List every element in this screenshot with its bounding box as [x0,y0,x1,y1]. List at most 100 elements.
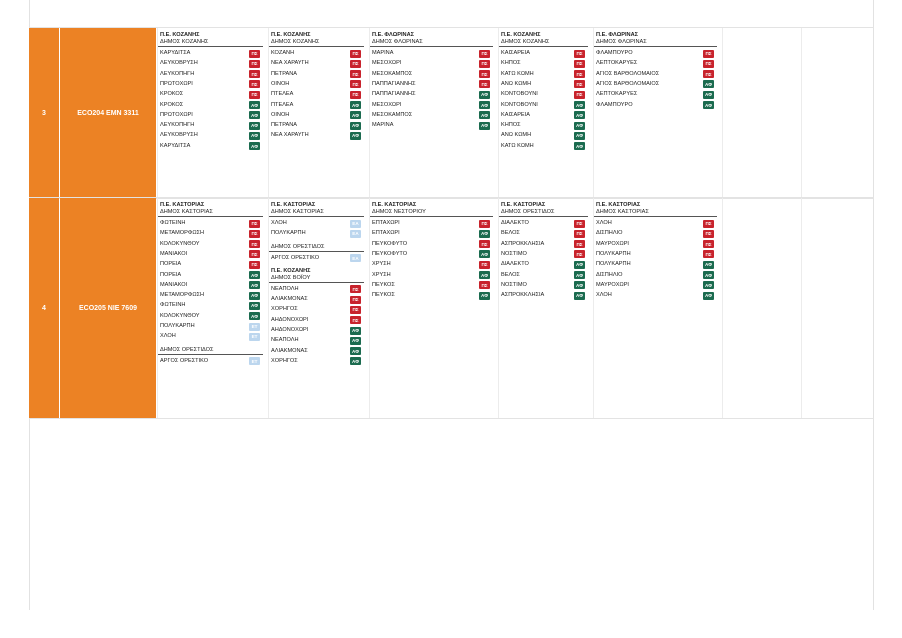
status-badge: ΑΦ [479,111,490,120]
municipality-label: ΔΗΜΟΣ ΚΑΣΤΟΡΙΑΣ [594,209,717,217]
village-name: ΠΤΕΛΕΑ [271,101,294,108]
status-badge: ΑΦ [703,271,714,279]
village-name: ΜΕΤΑΜΟΡΦΩΣΗ [160,292,205,299]
village-name: ΜΕΣΟΧΩΡΙ [372,101,402,108]
status-badge: ΑΦ [350,101,361,109]
village-name: ΜΑΝΙΑΚΟΙ [160,250,188,257]
village-name: ΧΟΡΗΓΟΣ [271,357,298,364]
location-group: Π.Ε. ΚΟΖΑΝΗΣ ΔΗΜΟΣ ΚΟΖΑΝΗΣ ΚΟΖΑΝΗ ΠΣ ΝΕΑ ΧΑΡ… [268,28,370,198]
village-name: ΟΙΝΟΗ [271,111,290,118]
village-name: ΚΟΝΤΟΒΟΥΝΙ [501,101,538,108]
status-badge: ΠΣ [350,70,361,79]
village-name: ΜΑΡΙΝΑ [372,122,394,129]
status-badge: ΑΦ [249,281,260,290]
status-badge: ΠΣ [574,80,585,89]
village-name: ΧΛΟΗ [596,292,612,299]
village-name: ΧΛΟΗ [160,333,176,340]
schedule-table: 3 ECO204 EMN 3311 Π.Ε. ΚΟΖΑΝΗΣ ΔΗΜΟΣ ΚΟΖΑΝΗ… [29,0,874,638]
village-name: ΔΙΑΛΕΚΤΟ [501,220,529,226]
regional-unit-label: Π.Ε. ΚΟΖΑΝΗΣ [160,32,200,38]
status-badge: ΠΣ [350,316,361,325]
status-badge: ΑΦ [350,121,361,130]
status-badge: ΠΣ [703,49,714,58]
status-badge: ΠΣ [249,240,260,249]
status-badge: ΑΦ [574,271,585,279]
status-badge: ΑΦ [350,111,361,120]
empty-column [801,28,802,198]
status-badge: ΠΣ [479,59,490,68]
regional-unit-label: Π.Ε. ΚΑΣΤΟΡΙΑΣ [271,202,316,208]
status-badge: ΠΣ [249,49,260,58]
village-name: ΑΡΓΟΣ ΟΡΕΣΤΙΚΟ [160,357,209,364]
status-badge: ΑΦ [479,291,490,300]
status-badge: ΠΣ [249,229,260,238]
village-name: ΑΓΙΟΣ ΒΑΡΘΟΛΟΜΑΙΟΣ [596,80,660,87]
municipality-block: Π.Ε. ΚΟΖΑΝΗΣ ΔΗΜΟΣ ΚΟΖΑΝΗΣ ΚΑΡΥΔΙΤΣΑ ΠΣ ΛΕΥΚ… [158,32,269,153]
village-name: ΠΕΥΚΟΦΥΤΟ [372,240,408,247]
status-badge: ΑΦ [479,90,490,99]
village-name: ΑΝΩ ΚΩΜΗ [501,80,532,87]
status-badge: ΑΦ [574,101,585,109]
village-name: ΑΛΙΑΚΜΟΝΑΣ [271,347,308,354]
status-badge: ΑΦ [574,281,585,290]
status-badge: ΠΣ [350,285,361,294]
status-badge: ΑΦ [249,291,260,300]
municipality-label: ΔΗΜΟΣ ΚΑΣΤΟΡΙΑΣ [158,209,263,217]
village-name: ΛΕΥΚΟΒΡΥΣΗ [160,60,198,67]
village-name: ΚΑΙΣΑΡΕΙΑ [501,50,530,56]
village-name: ΚΑΤΩ ΚΩΜΗ [501,70,534,77]
municipality-block: Π.Ε. ΚΑΣΤΟΡΙΑΣ ΔΗΜΟΣ ΟΡΕΣΤΙΔΟΣ ΔΙΑΛΕΚΤΟ ΠΣ Β… [499,202,594,302]
village-name: ΧΡΥΣΗ [372,261,391,268]
village-name: ΔΙΣΠΗΛΙΟ [596,230,623,237]
village-name: ΠΟΛΥΚΑΡΠΗ [596,250,631,257]
municipality-label: ΔΗΜΟΣ ΟΡΕΣΤΙΔΟΣ [158,347,263,355]
village-name: ΠΕΥΚΟΣ [372,281,395,288]
location-group: Π.Ε. ΚΑΣΤΟΡΙΑΣ ΔΗΜΟΣ ΝΕΣΤΟΡΙΟΥ ΕΠΤΑΧΩΡΙ ΠΣ Ε… [369,198,499,418]
village-name: ΠΕΥΚΟΣ [372,292,395,299]
municipality-block: Π.Ε. ΦΛΩΡΙΝΑΣ ΔΗΜΟΣ ΦΛΩΡΙΝΑΣ ΦΛΑΜΠΟΥΡΟ ΠΣ ΛΕ… [594,32,723,112]
village-name: ΦΩΤΕΙΝΗ [160,220,186,226]
status-badge: ΑΦ [249,131,260,140]
status-badge: ΑΦ [249,101,260,109]
municipality-block: Π.Ε. ΚΑΣΤΟΡΙΑΣ ΔΗΜΟΣ ΚΑΣΤΟΡΙΑΣ ΦΩΤΕΙΝΗ ΠΣ ΜΕ… [158,202,269,344]
municipality-label: ΔΗΜΟΣ ΚΟΖΑΝΗΣ [158,39,263,47]
status-badge: ΠΣ [479,80,490,89]
status-badge: ΑΦ [249,111,260,120]
status-badge: ΠΣ [574,59,585,68]
village-name: ΠΑΠΠΑΓΙΑΝΝΗΣ [372,80,416,87]
village-name: ΚΡΟΚΟΣ [160,101,184,108]
status-badge: ΠΣ [249,219,260,228]
municipality-block: Π.Ε. ΚΑΣΤΟΡΙΑΣ ΔΗΜΟΣ ΚΑΣΤΟΡΙΑΣ ΧΛΟΗ ΠΣ ΔΙΣΠΗ… [594,202,723,302]
municipality-block: ΔΗΜΟΣ ΟΡΕΣΤΙΔΟΣ ΑΡΓΟΣ ΟΡΕΣΤΙΚΟ ΕΑ [269,244,370,265]
status-badge: ΠΣ [574,90,585,99]
village-name: ΜΑΡΙΝΑ [372,50,394,56]
status-badge: ΑΦ [703,260,714,269]
status-badge: ΑΦ [479,121,490,130]
location-group: Π.Ε. ΦΛΩΡΙΝΑΣ ΔΗΜΟΣ ΦΛΩΡΙΝΑΣ ΜΑΡΙΝΑ ΠΣ ΜΕΣΟΧ… [369,28,499,198]
status-badge: ΠΣ [574,70,585,79]
village-name: ΜΕΤΑΜΟΡΦΩΣΗ [160,230,205,237]
municipality-block: Π.Ε. ΚΑΣΤΟΡΙΑΣ ΔΗΜΟΣ ΝΕΣΤΟΡΙΟΥ ΕΠΤΑΧΩΡΙ ΠΣ Ε… [370,202,499,302]
village-name: ΦΩΤΕΙΝΗ [160,302,186,309]
status-badge: ΠΣ [350,80,361,89]
status-badge: ΑΦ [574,121,585,130]
village-name: ΑΗΔΟΝΟΧΩΡΙ [271,316,309,323]
empty-column [801,198,802,418]
village-name: ΠΕΥΚΟΦΥΤΟ [372,250,408,257]
status-badge: ΠΣ [479,281,490,290]
status-badge: ΠΣ [249,90,260,99]
village-name: ΠΟΛΥΚΑΡΠΗ [271,230,306,237]
municipality-label: ΔΗΜΟΣ ΒΟΪΟΥ [269,275,364,283]
village-name: ΚΑΤΩ ΚΩΜΗ [501,142,534,149]
regional-unit-label: Π.Ε. ΦΛΩΡΙΝΑΣ [596,32,638,38]
status-badge: ΑΦ [249,271,260,279]
status-badge: ΑΦ [574,131,585,140]
village-name: ΛΕΥΚΟΒΡΥΣΗ [160,132,198,139]
village-name: ΜΑΝΙΑΚΟΙ [160,281,188,288]
status-badge: ΑΦ [350,347,361,356]
village-name: ΜΕΣΟΚΑΜΠΟΣ [372,111,413,118]
status-badge: ΠΣ [703,240,714,249]
status-badge: ΑΦ [350,131,361,140]
village-name: ΚΑΡΥΔΙΤΣΑ [160,50,191,56]
status-badge: ΠΣ [350,90,361,99]
